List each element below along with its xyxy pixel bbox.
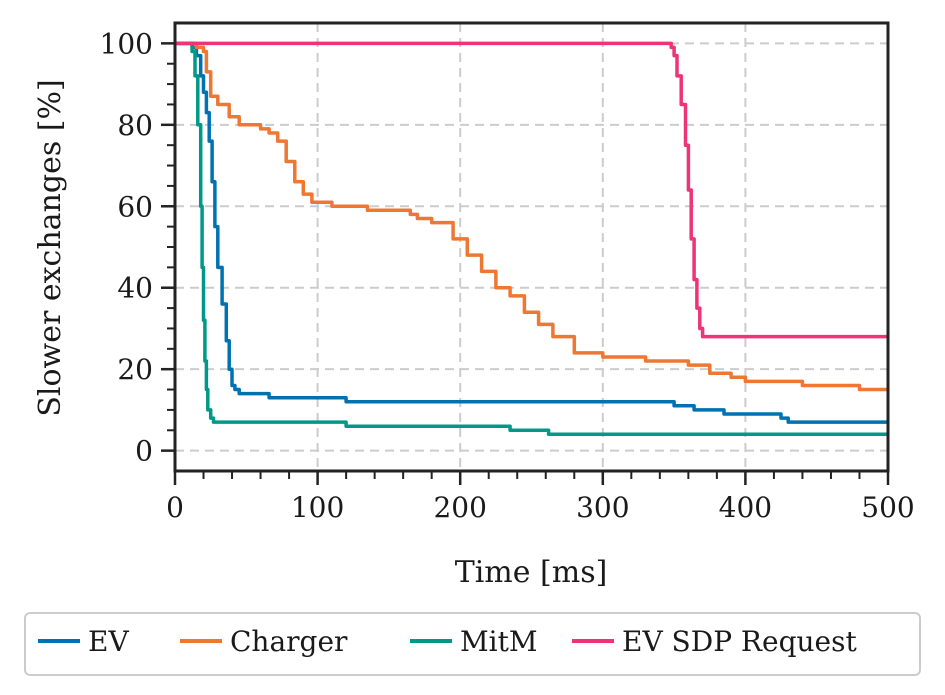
legend-label: MitM — [460, 625, 538, 658]
x-tick-label: 0 — [166, 491, 184, 524]
y-tick-label: 60 — [117, 190, 153, 223]
plot-frame — [173, 21, 890, 473]
axis-ticks: 0 100 200 300 400 500 0 20 40 60 80 100 — [100, 27, 915, 524]
legend: EV Charger MitM EV SDP Request — [24, 612, 921, 676]
y-tick-label: 100 — [100, 27, 153, 60]
series-layer — [175, 41, 888, 437]
y-axis-label: Slower exchanges [%] — [33, 79, 68, 416]
x-tick-label: 500 — [861, 491, 914, 524]
legend-label: EV SDP Request — [622, 625, 857, 658]
series-line-charger — [175, 41, 888, 392]
series-line-mitm — [175, 41, 888, 437]
y-tick-label: 20 — [117, 353, 153, 386]
legend-label: EV — [88, 625, 129, 658]
x-tick-label: 100 — [291, 491, 344, 524]
y-tick-label: 0 — [135, 435, 153, 468]
legend-label: Charger — [230, 625, 348, 658]
x-tick-label: 200 — [433, 491, 486, 524]
x-tick-label: 300 — [576, 491, 629, 524]
x-axis-label: Time [ms] — [455, 555, 608, 590]
legend-frame — [24, 612, 921, 676]
series-line-ev-sdp-request — [175, 41, 888, 339]
grid-lines — [175, 23, 888, 471]
y-tick-label: 40 — [117, 272, 153, 305]
x-tick-label: 400 — [719, 491, 772, 524]
series-line-ev — [175, 41, 888, 424]
y-tick-label: 80 — [117, 109, 153, 142]
